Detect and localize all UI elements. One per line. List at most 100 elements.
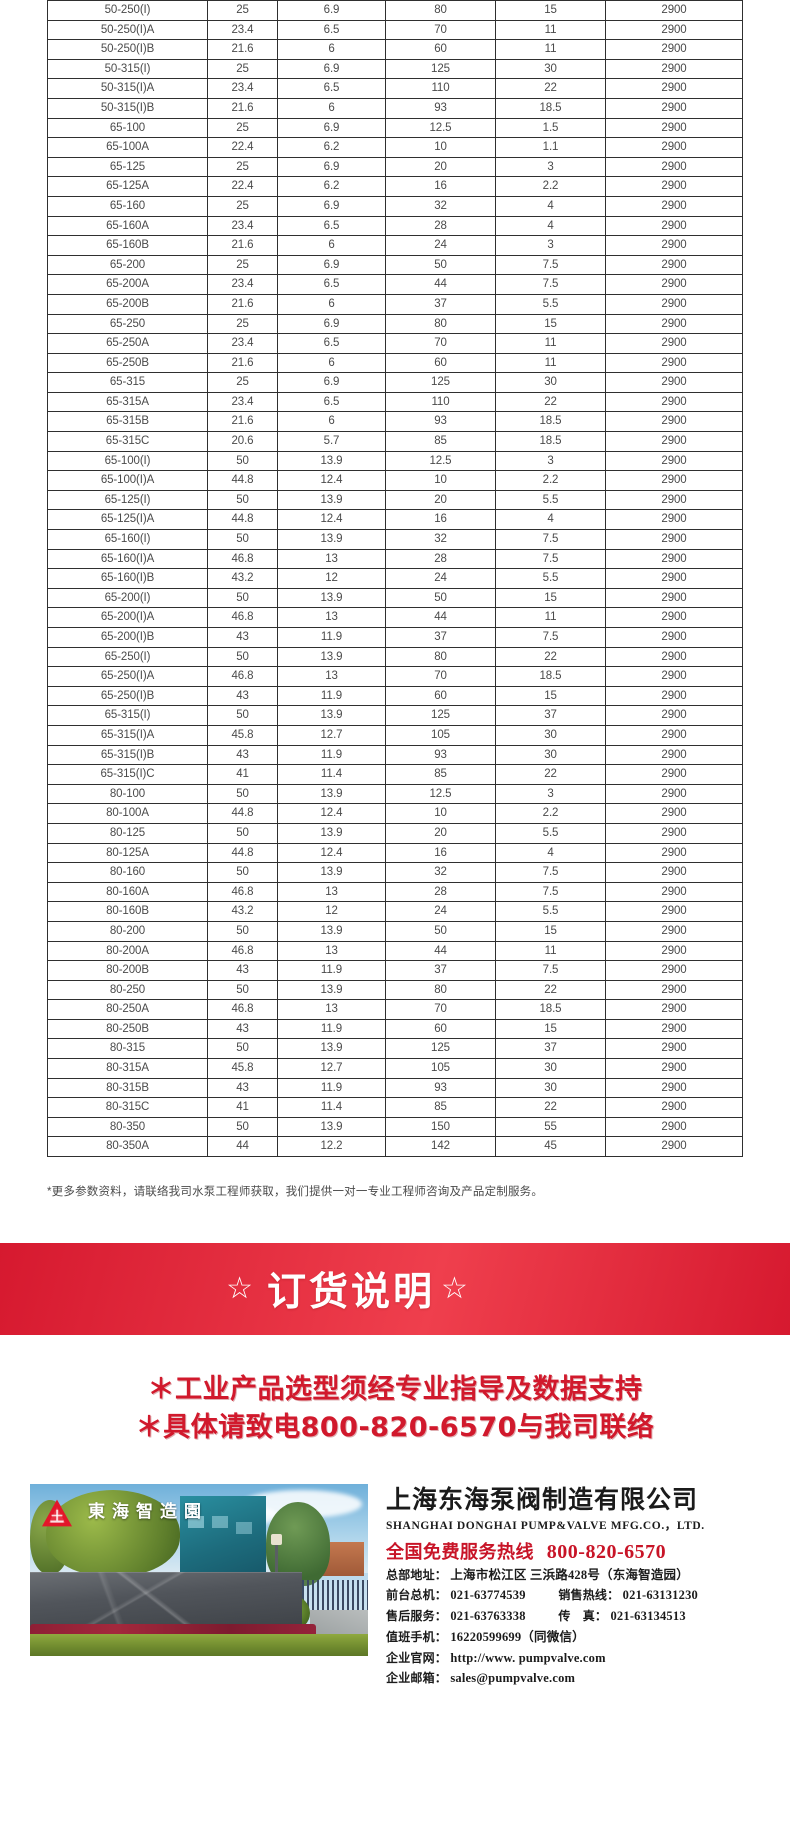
cell-value: 46.8: [207, 548, 278, 570]
cell-value: 22.4: [207, 176, 278, 197]
cell-value: 7.5: [495, 274, 606, 295]
cell-value: 12: [277, 901, 386, 922]
email-value[interactable]: sales@pumpvalve.com: [450, 1671, 576, 1686]
cell-value: 6: [277, 293, 386, 315]
cell-value: 110: [385, 391, 496, 413]
table-row: 65-200(I)B 43 11.9 37 7.5 2900: [47, 627, 743, 648]
table-row: 65-200(I) 50 13.9 50 15 2900: [47, 587, 743, 609]
cell-value: 6.2: [277, 176, 386, 197]
cell-model: 65-200(I)A: [47, 607, 208, 628]
table-row: 80-100 50 13.9 12.5 3 2900: [47, 783, 743, 805]
cell-value: 150: [385, 1116, 496, 1138]
cell-value: 7.5: [495, 548, 606, 570]
table-row: 65-315(I)B 43 11.9 93 30 2900: [47, 744, 743, 766]
cell-value: 16: [385, 176, 496, 197]
duty-phone-row: 值班手机： 16220599699（同微信）: [386, 1629, 762, 1647]
cell-value: 2900: [605, 627, 743, 648]
cell-value: 5.7: [277, 431, 386, 452]
cell-value: 2900: [605, 176, 743, 197]
cell-value: 6: [277, 97, 386, 119]
cell-value: 6.9: [277, 254, 386, 276]
cell-value: 21.6: [207, 235, 278, 256]
cell-value: 15: [495, 0, 606, 21]
cell-value: 2900: [605, 881, 743, 903]
cell-value: 13: [277, 999, 386, 1020]
cell-value: 2900: [605, 39, 743, 60]
cell-value: 25: [207, 313, 278, 335]
table-row: 80-160 50 13.9 32 7.5 2900: [47, 862, 743, 883]
company-info: 上海东海泵阀制造有限公司 SHANGHAI DONGHAI PUMP&VALVE…: [386, 1484, 762, 1689]
cell-value: 22: [495, 979, 606, 1001]
cell-value: 25: [207, 117, 278, 139]
cell-value: 6.5: [277, 391, 386, 413]
cell-value: 93: [385, 1077, 496, 1099]
cell-value: 2900: [605, 254, 743, 276]
cell-value: 50: [207, 979, 278, 1001]
cell-model: 65-250(I)B: [47, 685, 208, 707]
cell-value: 37: [495, 1038, 606, 1060]
cell-value: 7.5: [495, 529, 606, 550]
cell-value: 11: [495, 39, 606, 60]
spec-table-body: 50-250(I) 25 6.9 80 15 2900 50-250(I)A 23.4 6.5 7…: [47, 0, 743, 1158]
fax-value: 021-63134513: [610, 1609, 686, 1624]
cell-model: 80-160: [47, 862, 208, 883]
cell-value: 6.9: [277, 195, 386, 217]
cell-value: 6.5: [277, 78, 386, 99]
cell-value: 2900: [605, 1058, 743, 1079]
cell-value: 7.5: [495, 254, 606, 276]
cell-value: 2900: [605, 333, 743, 354]
cell-value: 13.9: [277, 587, 386, 609]
cell-value: 3: [495, 450, 606, 472]
cell-value: 125: [385, 372, 496, 393]
cell-value: 22: [495, 646, 606, 668]
cell-value: 60: [385, 352, 496, 374]
cell-value: 13.9: [277, 489, 386, 511]
cell-model: 65-125(I): [47, 489, 208, 511]
cell-value: 2900: [605, 1038, 743, 1060]
website-value[interactable]: http://www. pumpvalve.com: [450, 1650, 606, 1665]
cell-value: 2900: [605, 607, 743, 628]
cell-value: 11: [495, 333, 606, 354]
cell-value: 2900: [605, 783, 743, 805]
cell-value: 15: [495, 685, 606, 707]
cell-value: 2900: [605, 999, 743, 1020]
cell-value: 23.4: [207, 78, 278, 99]
cell-model: 80-100A: [47, 803, 208, 824]
cell-value: 13.9: [277, 450, 386, 472]
cell-model: 65-125A: [47, 176, 208, 197]
cell-value: 2900: [605, 274, 743, 295]
cell-model: 65-160(I): [47, 529, 208, 550]
cell-value: 43: [207, 685, 278, 707]
cell-value: 80: [385, 0, 496, 21]
cell-value: 11.9: [277, 1077, 386, 1099]
cell-value: 2900: [605, 489, 743, 511]
cell-value: 55: [495, 1116, 606, 1138]
cell-value: 12.2: [277, 1136, 386, 1158]
table-row: 80-315C 41 11.4 85 22 2900: [47, 1097, 743, 1118]
cell-value: 125: [385, 1038, 496, 1060]
cell-value: 6: [277, 39, 386, 60]
cell-value: 2900: [605, 744, 743, 766]
table-row: 65-315B 21.6 6 93 18.5 2900: [47, 411, 743, 433]
cell-model: 80-250B: [47, 1018, 208, 1040]
cell-model: 50-250(I)A: [47, 19, 208, 41]
cell-model: 65-315A: [47, 391, 208, 413]
cell-value: 50: [385, 920, 496, 942]
cell-value: 46.8: [207, 607, 278, 628]
cell-value: 30: [495, 1058, 606, 1079]
cell-value: 16: [385, 509, 496, 531]
cell-value: 125: [385, 705, 496, 726]
cell-value: 13.9: [277, 529, 386, 550]
cell-value: 110: [385, 78, 496, 99]
cell-value: 2900: [605, 0, 743, 21]
cell-value: 37: [385, 960, 496, 981]
table-row: 80-250 50 13.9 80 22 2900: [47, 979, 743, 1001]
cell-value: 2900: [605, 901, 743, 922]
cell-value: 3: [495, 235, 606, 256]
cell-model: 65-160A: [47, 215, 208, 237]
cell-value: 2900: [605, 450, 743, 472]
cell-value: 22: [495, 391, 606, 413]
cell-value: 6.9: [277, 117, 386, 139]
cell-value: 93: [385, 97, 496, 119]
cell-model: 65-125: [47, 156, 208, 178]
